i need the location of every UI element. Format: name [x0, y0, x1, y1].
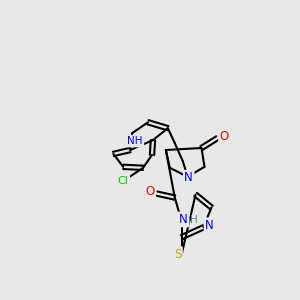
Text: O: O [146, 185, 154, 198]
Text: NH: NH [128, 136, 143, 146]
Text: N: N [184, 171, 193, 184]
Text: N: N [205, 219, 214, 232]
Text: O: O [220, 130, 229, 142]
Text: Cl: Cl [118, 176, 129, 186]
Text: N: N [179, 213, 188, 226]
Text: S: S [174, 248, 182, 260]
Text: H: H [190, 215, 197, 225]
